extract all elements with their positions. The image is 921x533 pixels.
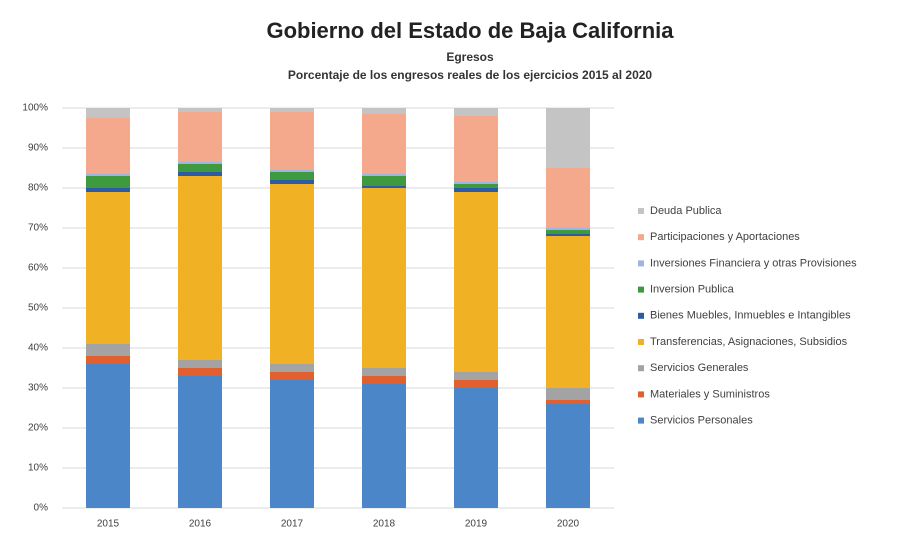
x-tick-label: 2018 xyxy=(373,519,396,530)
legend-swatch xyxy=(638,234,644,241)
y-tick-label: 0% xyxy=(34,503,49,514)
bar-segment xyxy=(454,182,498,184)
bar-segment xyxy=(546,400,590,404)
y-tick-label: 50% xyxy=(28,303,48,314)
chart-subtitle: Egresos xyxy=(446,50,494,64)
x-tick-label: 2017 xyxy=(281,519,304,530)
legend-swatch xyxy=(638,417,644,424)
y-tick-label: 30% xyxy=(28,383,48,394)
bar-segment xyxy=(86,176,130,188)
bar-segment xyxy=(546,230,590,234)
bar-segment xyxy=(362,376,406,384)
legend-label: Materiales y Suministros xyxy=(650,388,770,400)
bar-segment xyxy=(546,404,590,508)
legend-label: Servicios Generales xyxy=(650,362,749,374)
bar-segment xyxy=(178,176,222,360)
bar-segment xyxy=(178,360,222,368)
legend-swatch xyxy=(638,286,644,293)
bar-segment xyxy=(178,368,222,376)
bar-segment xyxy=(362,188,406,368)
bar-segment xyxy=(86,118,130,174)
bar-segment xyxy=(454,184,498,188)
x-tick-label: 2020 xyxy=(557,519,580,530)
x-tick-label: 2016 xyxy=(189,519,212,530)
x-tick-label: 2019 xyxy=(465,519,488,530)
bar-segment xyxy=(270,112,314,170)
legend-swatch xyxy=(638,260,644,267)
chart-title: Gobierno del Estado de Baja California xyxy=(266,18,674,43)
legend-label: Inversion Publica xyxy=(650,284,735,296)
bar-segment xyxy=(86,188,130,192)
bar-segment xyxy=(86,344,130,356)
x-tick-label: 2015 xyxy=(97,519,120,530)
legend-label: Bienes Muebles, Inmuebles e Intangibles xyxy=(650,310,851,322)
bar-segment xyxy=(546,168,590,228)
bar-segment xyxy=(454,192,498,372)
bar-segment xyxy=(362,108,406,114)
bar-segment xyxy=(86,356,130,364)
bar-segment xyxy=(362,368,406,376)
bar-segment xyxy=(270,172,314,180)
y-tick-label: 90% xyxy=(28,143,48,154)
bar-segment xyxy=(454,372,498,380)
legend-swatch xyxy=(638,339,644,345)
y-tick-label: 60% xyxy=(28,263,48,274)
legend-swatch xyxy=(638,312,644,319)
legend-swatch xyxy=(638,208,644,214)
legend-label: Participaciones y Aportaciones xyxy=(650,231,800,243)
bar-segment xyxy=(362,384,406,508)
bar-segment xyxy=(546,228,590,230)
y-tick-label: 10% xyxy=(28,463,48,474)
bar-segment xyxy=(270,380,314,508)
bar-segment xyxy=(362,176,406,186)
bar-segment xyxy=(362,174,406,176)
bar-segment xyxy=(270,108,314,112)
y-tick-label: 80% xyxy=(28,183,48,194)
bar-segment xyxy=(178,164,222,172)
y-tick-label: 40% xyxy=(28,343,48,354)
bar-segment xyxy=(270,372,314,380)
legend-label: Deuda Publica xyxy=(650,205,722,217)
y-tick-label: 70% xyxy=(28,223,48,234)
y-tick-label: 20% xyxy=(28,423,48,434)
bar-segment xyxy=(454,380,498,388)
bar-segment xyxy=(454,388,498,508)
bar-segment xyxy=(546,388,590,400)
bar-segment xyxy=(454,108,498,116)
bar-segment xyxy=(546,236,590,388)
chart-subtitle: Porcentaje de los engresos reales de los… xyxy=(288,68,653,82)
legend-swatch xyxy=(638,365,644,372)
bar-segment xyxy=(86,364,130,508)
bar-segment xyxy=(178,376,222,508)
bar-segment xyxy=(270,364,314,372)
bar-segment xyxy=(270,170,314,172)
bar-segment xyxy=(178,172,222,176)
bar-segment xyxy=(454,188,498,192)
bar-segment xyxy=(178,108,222,112)
bar-segment xyxy=(454,116,498,182)
bar-segment xyxy=(86,174,130,176)
bar-segment xyxy=(546,234,590,236)
bar-segment xyxy=(362,114,406,174)
bar-segment xyxy=(270,184,314,364)
bar-segment xyxy=(362,186,406,188)
legend-label: Inversiones Financiera y otras Provision… xyxy=(650,257,857,269)
legend-label: Transferencias, Asignaciones, Subsidios xyxy=(650,336,848,348)
legend-swatch xyxy=(638,391,644,398)
bar-segment xyxy=(270,180,314,184)
bar-segment xyxy=(178,112,222,162)
bar-segment xyxy=(86,192,130,344)
bar-segment xyxy=(546,108,590,168)
bar-segment xyxy=(86,108,130,118)
y-tick-label: 100% xyxy=(22,103,48,114)
bar-segment xyxy=(178,162,222,164)
legend-label: Servicios Personales xyxy=(650,415,753,427)
